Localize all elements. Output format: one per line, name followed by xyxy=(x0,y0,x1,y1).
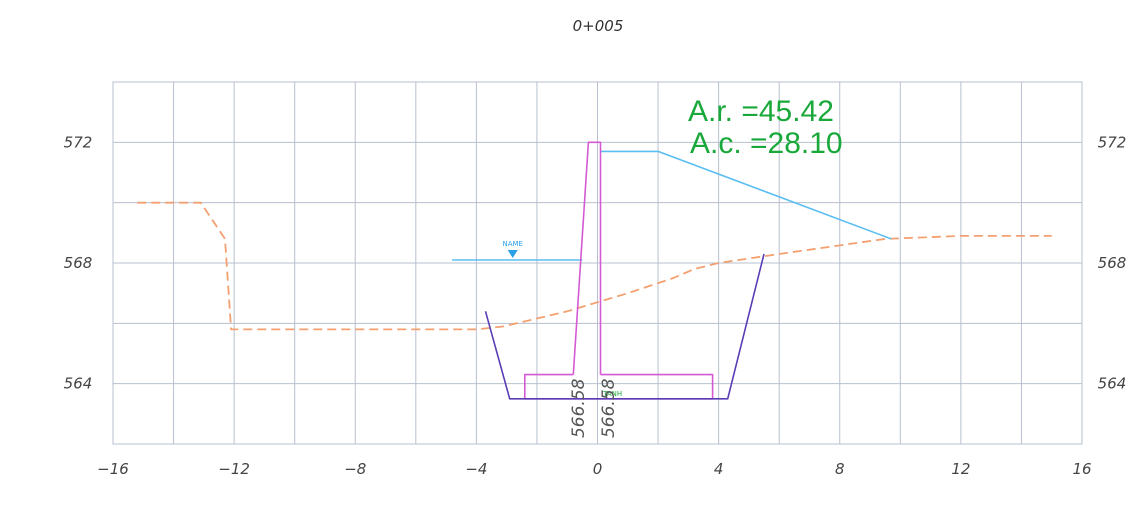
y-tick-label-right: 568 xyxy=(1098,254,1127,272)
x-tick-label: 4 xyxy=(714,460,724,478)
y-tick-label-left: 568 xyxy=(64,254,93,272)
x-tick-label: 12 xyxy=(951,460,970,478)
x-tick-label: 0 xyxy=(593,460,603,478)
plot-frame xyxy=(112,81,1083,445)
series-line-1 xyxy=(600,150,892,240)
y-tick-label-left: 572 xyxy=(64,133,93,151)
y-tick-label-left: 564 xyxy=(64,375,93,393)
y-axis-ticks-left: 564 568 572 xyxy=(64,133,93,392)
area-ac-label: A.c. =28.10 xyxy=(690,127,843,160)
x-tick-label: −4 xyxy=(465,460,487,478)
elevation-label-left: 566.58 xyxy=(569,378,589,438)
x-tick-label: −16 xyxy=(97,460,129,478)
grid xyxy=(112,81,1083,445)
water-level-marker-icon xyxy=(507,249,518,258)
x-tick-label: 8 xyxy=(835,460,845,478)
x-axis-ticks: −16 −12 −8 −4 0 4 8 12 16 xyxy=(97,460,1091,478)
x-tick-label: −12 xyxy=(218,460,250,478)
series-line-0 xyxy=(137,201,1052,331)
x-tick-label: 16 xyxy=(1072,460,1091,478)
water-level-label: NAME xyxy=(502,240,523,248)
elevation-label-right: 566.58 xyxy=(599,378,619,438)
y-tick-label-right: 564 xyxy=(1098,375,1127,393)
bottom-label: TANH xyxy=(602,390,622,398)
x-tick-label: −8 xyxy=(344,460,366,478)
area-ar-label: A.r. =45.42 xyxy=(688,95,834,128)
chart-title: 0+005 xyxy=(573,17,624,35)
series-group xyxy=(137,141,1052,400)
series-line-5 xyxy=(484,253,765,400)
y-axis-ticks-right: 564 568 572 xyxy=(1098,133,1127,392)
series-line-3 xyxy=(572,141,602,375)
y-tick-label-right: 572 xyxy=(1098,133,1127,151)
